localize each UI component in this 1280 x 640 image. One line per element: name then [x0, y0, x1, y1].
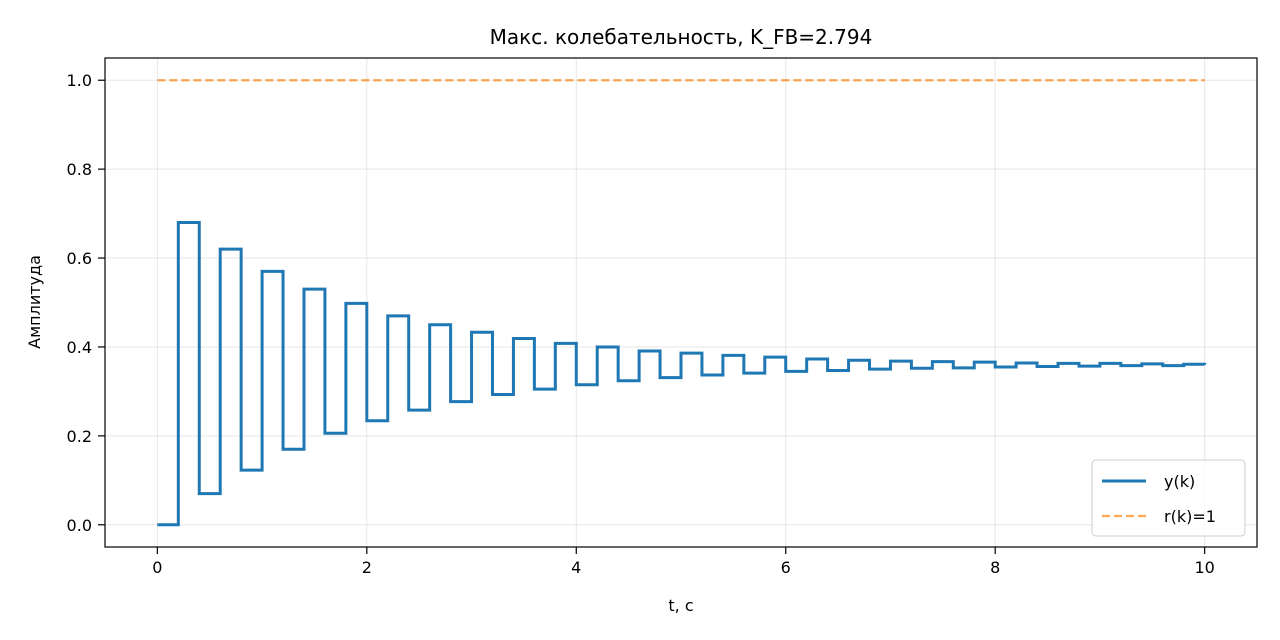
- legend-label-r: r(k)=1: [1164, 507, 1216, 526]
- y-tick-label: 0.2: [67, 427, 92, 446]
- x-tick-label: 2: [362, 558, 372, 577]
- x-tick-label: 10: [1194, 558, 1214, 577]
- ticks: 0 2 4 6 8 10 0.0 0.2 0.4 0.6 0.8 1.0: [67, 71, 1215, 577]
- legend-label-y: y(k): [1164, 472, 1195, 491]
- y-tick-label: 0.8: [67, 160, 92, 179]
- x-tick-label: 8: [990, 558, 1000, 577]
- x-tick-label: 6: [781, 558, 791, 577]
- axes-frame: [104, 57, 1258, 548]
- x-tick-label: 0: [152, 558, 162, 577]
- x-axis-label: t, с: [668, 596, 693, 615]
- y-tick-label: 0.6: [67, 249, 92, 268]
- series-y-line: [157, 220, 1207, 527]
- x-tick-label: 4: [571, 558, 581, 577]
- y-axis-label: Амплитуда: [25, 255, 44, 349]
- plot-area: [157, 79, 1207, 527]
- y-tick-label: 1.0: [67, 71, 92, 90]
- chart-title: Макс. колебательность, K_FB=2.794: [490, 25, 873, 49]
- y-tick-label: 0.4: [67, 338, 92, 357]
- legend: y(k) r(k)=1: [1091, 459, 1246, 537]
- y-tick-label: 0.0: [67, 516, 92, 535]
